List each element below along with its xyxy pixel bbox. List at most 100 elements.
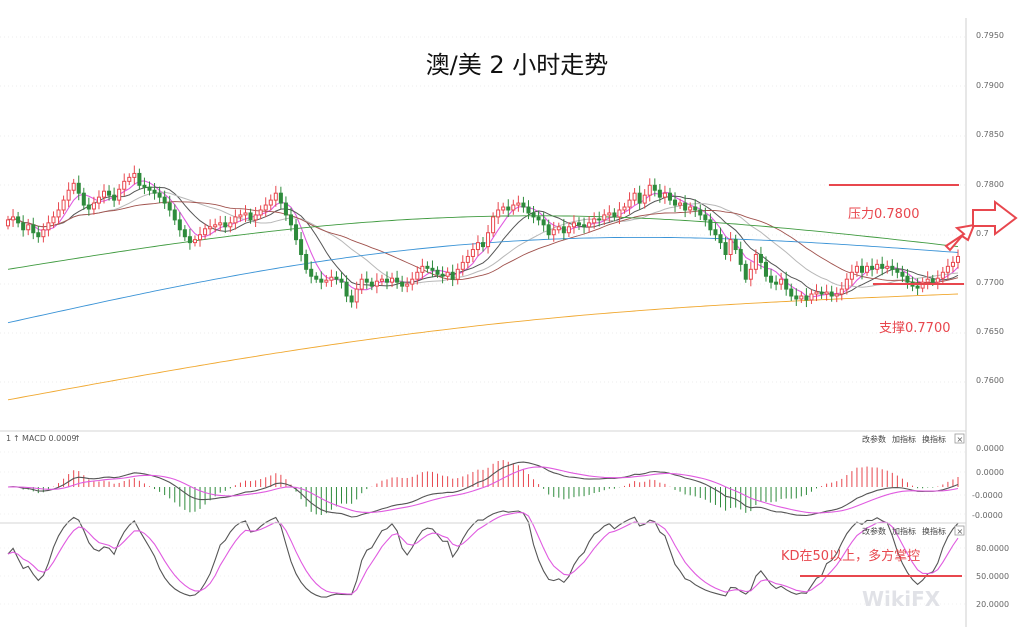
candle-body	[273, 192, 278, 201]
resistance-label: 压力0.7800	[848, 207, 920, 222]
macd-add-indicator-button[interactable]: 加指标	[892, 434, 916, 444]
tick-label: 0.7700	[976, 278, 1004, 287]
candle-body	[890, 265, 895, 270]
candle-body	[799, 295, 804, 300]
candle-body	[5, 219, 11, 227]
candle-body	[192, 239, 197, 244]
candle-body	[723, 242, 728, 255]
candle-body	[339, 278, 344, 283]
candle-body	[11, 216, 16, 221]
candle-body	[875, 263, 880, 270]
candle-body	[395, 277, 400, 283]
kd-switch-indicator-button[interactable]: 换指标	[922, 526, 946, 536]
kd-close-button[interactable]	[954, 525, 965, 536]
candle-body	[400, 281, 405, 287]
candle-body	[667, 192, 672, 201]
candle-body	[319, 278, 324, 283]
candle-body	[612, 212, 617, 218]
candle-body	[880, 263, 885, 269]
kd-tick-label: 20.0000	[976, 600, 1009, 609]
candle-body	[592, 218, 597, 224]
candle-body	[779, 278, 784, 285]
candle-body	[794, 295, 799, 300]
candle-body	[243, 212, 248, 216]
candle-body	[440, 273, 445, 277]
kd-close-icon: ×	[957, 527, 964, 536]
candle-body	[632, 192, 637, 201]
kd-edit-params-button[interactable]: 改参数	[862, 526, 886, 536]
candle-body	[526, 206, 531, 214]
candle-body	[647, 184, 652, 196]
candle-body	[546, 224, 551, 236]
candle-body	[51, 216, 56, 224]
candle-body	[905, 275, 910, 283]
macd-label: MACD 0.0009	[22, 434, 77, 443]
macd-edit-params-button[interactable]: 改参数	[862, 434, 886, 444]
candle-body	[172, 209, 177, 221]
candle-body	[76, 182, 81, 194]
candle-body	[283, 202, 288, 216]
candle-body	[849, 271, 854, 280]
candle-body	[955, 255, 961, 263]
candle-body	[223, 222, 228, 228]
candle-body	[314, 275, 319, 280]
macd-up-icon: ↑	[74, 434, 81, 443]
candle-body	[536, 216, 541, 221]
candle-body	[91, 202, 96, 210]
macd-dea-line	[7, 466, 959, 514]
candle-body	[299, 239, 304, 255]
candle-body	[96, 196, 101, 204]
macd-switch-indicator-button[interactable]: 换指标	[922, 434, 946, 444]
candle-body	[602, 214, 607, 221]
candle-body	[445, 271, 450, 277]
macd-close-button[interactable]	[954, 433, 965, 444]
candle-body	[511, 204, 516, 211]
ma-line-20	[7, 191, 959, 288]
candle-body	[920, 281, 925, 289]
candle-body	[324, 279, 329, 283]
candle-body	[101, 190, 107, 198]
macd-arrow-icon: ↑	[13, 434, 20, 443]
candle-body	[713, 229, 718, 236]
candle-body	[329, 276, 334, 281]
macd-tick-label: 0.0000	[976, 468, 1004, 477]
candle-body	[415, 271, 420, 280]
candle-body	[728, 239, 733, 255]
kd-annotation: KD在50以上，多方掌控	[781, 548, 920, 564]
candle-body	[278, 192, 283, 204]
candle-body	[117, 188, 122, 201]
candle-body	[238, 214, 243, 218]
candle-body	[486, 232, 491, 248]
candle-body	[31, 224, 36, 234]
kd-add-indicator-button[interactable]: 加指标	[892, 526, 916, 536]
candle-body	[844, 278, 849, 290]
ma-line-250	[7, 293, 959, 401]
right-arrow-icon	[972, 199, 1018, 237]
candle-body	[253, 214, 258, 221]
candle-body	[657, 189, 662, 198]
candle-body	[61, 199, 66, 211]
candle-body	[758, 253, 763, 263]
candle-body	[662, 192, 667, 198]
candle-body	[925, 278, 930, 283]
candle-body	[733, 239, 738, 251]
candle-body	[950, 261, 955, 267]
candle-body	[642, 194, 647, 204]
candle-body	[617, 209, 622, 218]
macd-panel	[7, 460, 959, 518]
candle-body	[491, 216, 496, 234]
candle-body	[208, 226, 213, 230]
candle-body	[673, 199, 678, 206]
candle-body	[718, 234, 723, 244]
candle-body	[607, 212, 612, 216]
candle-body	[556, 226, 561, 231]
candle-body	[501, 206, 506, 211]
tick-label: 0.7650	[976, 327, 1004, 336]
candle-body	[435, 269, 440, 275]
kd-axis: 80.0000 50.0000 20.0000	[976, 544, 1009, 609]
candle-body	[465, 255, 470, 263]
candle-body	[475, 242, 480, 251]
candle-body	[506, 206, 511, 211]
candle-body	[410, 278, 415, 285]
